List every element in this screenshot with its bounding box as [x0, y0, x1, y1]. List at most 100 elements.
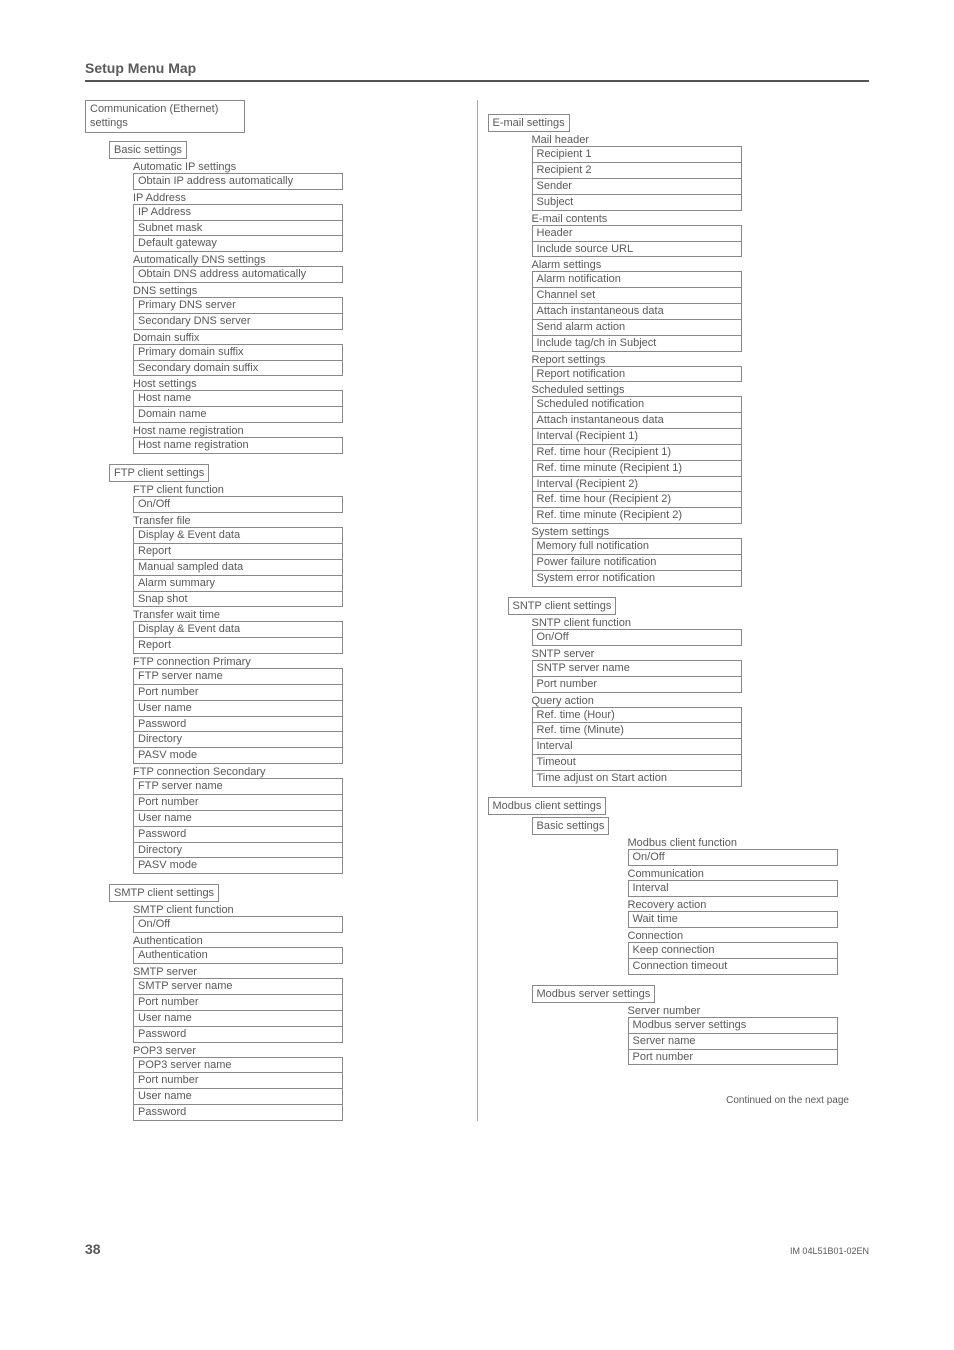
item: Port number [133, 684, 343, 701]
cat: POP3 server [133, 1045, 467, 1057]
cat: Communication [628, 868, 870, 880]
cat: SNTP client function [532, 617, 870, 629]
item: On/Off [133, 916, 343, 933]
item: Password [133, 1104, 343, 1121]
item: On/Off [628, 849, 838, 866]
item: Report [133, 543, 343, 560]
smtp-settings: SMTP client settings [109, 884, 467, 902]
item: Ref. time (Minute) [532, 722, 742, 739]
ftp-settings: FTP client settings [109, 464, 467, 482]
item: Modbus server settings [628, 1017, 838, 1034]
cat: SMTP server [133, 966, 467, 978]
item: Secondary domain suffix [133, 360, 343, 377]
left-column: Communication (Ethernet) settings Basic … [85, 100, 478, 1121]
page-footer: 38 IM 04L51B01-02EN [0, 1241, 954, 1257]
cat: FTP connection Primary [133, 656, 467, 668]
cat: Transfer wait time [133, 609, 467, 621]
item: Primary domain suffix [133, 344, 343, 361]
item: Port number [133, 1072, 343, 1089]
smtp-title: SMTP client settings [109, 884, 219, 902]
sntp-settings: SNTP client settings [508, 597, 870, 615]
item: Interval [532, 738, 742, 755]
item: Ref. time hour (Recipient 2) [532, 491, 742, 508]
item: Snap shot [133, 591, 343, 608]
item: Subnet mask [133, 220, 343, 237]
item: Password [133, 826, 343, 843]
item: Power failure notification [532, 554, 742, 571]
item: Recipient 2 [532, 162, 742, 179]
cat: Transfer file [133, 515, 467, 527]
item: PASV mode [133, 857, 343, 874]
root-label: Communication (Ethernet) settings [85, 100, 245, 133]
item: Subject [532, 194, 742, 211]
doc-id: IM 04L51B01-02EN [790, 1246, 869, 1256]
item: Display & Event data [133, 621, 343, 638]
item: Server name [628, 1033, 838, 1050]
item: Host name [133, 390, 343, 407]
item: Interval (Recipient 1) [532, 428, 742, 445]
item: Channel set [532, 287, 742, 304]
item: Report notification [532, 366, 742, 383]
item: FTP server name [133, 778, 343, 795]
item: Alarm notification [532, 271, 742, 288]
cat: System settings [532, 526, 870, 538]
item: Primary DNS server [133, 297, 343, 314]
item: Port number [133, 794, 343, 811]
cat-dns: DNS settings [133, 285, 467, 297]
item: Directory [133, 731, 343, 748]
item: User name [133, 700, 343, 717]
cat: FTP connection Secondary [133, 766, 467, 778]
item: POP3 server name [133, 1057, 343, 1074]
cat: E-mail contents [532, 213, 870, 225]
cat: Report settings [532, 354, 870, 366]
email-title: E-mail settings [488, 114, 570, 132]
cat-domsuffix: Domain suffix [133, 332, 467, 344]
modbusc-title: Modbus client settings [488, 797, 607, 815]
item: Port number [133, 994, 343, 1011]
item: Password [133, 716, 343, 733]
item: Send alarm action [532, 319, 742, 336]
item: Host name registration [133, 437, 343, 454]
cat: FTP client function [133, 484, 467, 496]
cat-ipaddr: IP Address [133, 192, 467, 204]
continued-note: Continued on the next page [488, 1095, 870, 1106]
item: Port number [628, 1049, 838, 1066]
item: Directory [133, 842, 343, 859]
item: IP Address [133, 204, 343, 221]
cat: SMTP client function [133, 904, 467, 916]
item: Include tag/ch in Subject [532, 335, 742, 352]
item: Ref. time minute (Recipient 2) [532, 507, 742, 524]
item: Password [133, 1026, 343, 1043]
item: Alarm summary [133, 575, 343, 592]
item: Ref. time (Hour) [532, 707, 742, 724]
page-title: Setup Menu Map [85, 60, 869, 82]
item: User name [133, 1088, 343, 1105]
cat: Query action [532, 695, 870, 707]
item: Interval (Recipient 2) [532, 476, 742, 493]
cat: SNTP server [532, 648, 870, 660]
item: Report [133, 637, 343, 654]
item: Domain name [133, 406, 343, 423]
item: Wait time [628, 911, 838, 928]
cat-autodns: Automatically DNS settings [133, 254, 467, 266]
item: Connection timeout [628, 958, 838, 975]
basic-title: Basic settings [109, 141, 187, 159]
page-number: 38 [85, 1241, 101, 1257]
item: Obtain DNS address automatically [133, 266, 343, 283]
cat: Modbus client function [628, 837, 870, 849]
item: FTP server name [133, 668, 343, 685]
item: Header [532, 225, 742, 242]
item: PASV mode [133, 747, 343, 764]
cat: Server number [628, 1005, 870, 1017]
item: Keep connection [628, 942, 838, 959]
columns: Communication (Ethernet) settings Basic … [85, 100, 869, 1121]
cat: Alarm settings [532, 259, 870, 271]
item: Ref. time minute (Recipient 1) [532, 460, 742, 477]
item: Authentication [133, 947, 343, 964]
item: User name [133, 810, 343, 827]
item: Interval [628, 880, 838, 897]
modbuss-title: Modbus server settings [532, 985, 656, 1003]
modbus-server: Modbus server settings [532, 985, 870, 1003]
cat-host: Host settings [133, 378, 467, 390]
item: Port number [532, 676, 742, 693]
